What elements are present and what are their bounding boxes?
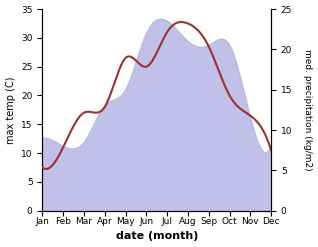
Y-axis label: med. precipitation (kg/m2): med. precipitation (kg/m2) (303, 49, 313, 171)
Y-axis label: max temp (C): max temp (C) (5, 76, 16, 144)
X-axis label: date (month): date (month) (115, 231, 198, 242)
